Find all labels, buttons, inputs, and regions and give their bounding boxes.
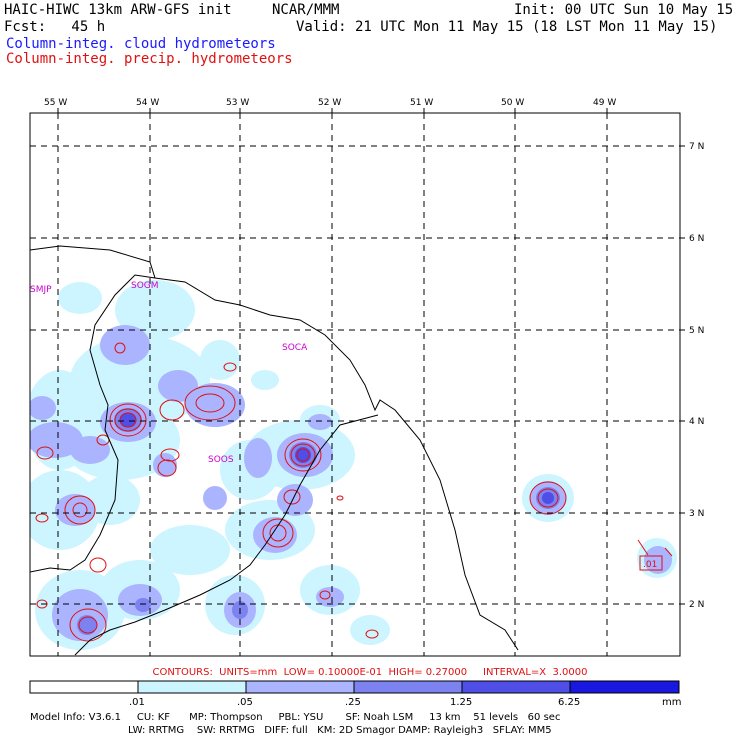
cloud-field-label: Column-integ. cloud hydrometeors <box>6 36 276 52</box>
colorbar-swatch <box>569 680 680 694</box>
colorbar-swatch <box>137 680 247 694</box>
colorbar-tick: 1.25 <box>450 697 472 708</box>
precip-contours <box>35 342 673 642</box>
lat-lon-grid <box>30 113 680 656</box>
forecast-hour: Fcst: 45 h <box>4 19 106 35</box>
station-label: SOOS <box>208 455 234 465</box>
lon-label: 53 W <box>226 98 249 108</box>
colorbar-tick: .25 <box>345 697 361 708</box>
plot-title: HAIC-HIWC 13km ARW-GFS init <box>4 2 232 18</box>
colorbar-tick: 6.25 <box>558 697 580 708</box>
colorbar-swatch <box>245 680 355 694</box>
lon-label: 51 W <box>410 98 433 108</box>
valid-time: Valid: 21 UTC Mon 11 May 15 (18 LST Mon … <box>296 19 718 35</box>
institution-label: NCAR/MMM <box>272 2 340 18</box>
station-label: SOCA <box>282 343 308 353</box>
lon-label: 49 W <box>593 98 616 108</box>
colorbar-units: mm <box>662 697 681 708</box>
cloud-shading <box>30 280 677 650</box>
colorbar-swatch <box>461 680 571 694</box>
lon-label: 54 W <box>136 98 159 108</box>
contours-info: CONTOURS: UNITS=mm LOW= 0.10000E-01 HIGH… <box>152 667 588 678</box>
lon-label: 55 W <box>44 98 67 108</box>
lon-label: 50 W <box>501 98 524 108</box>
lat-labels: 7 N 6 N 5 N 4 N 3 N 2 N <box>689 142 704 610</box>
precip-field-label: Column-integ. precip. hydrometeors <box>6 51 293 67</box>
station-label: SOGM <box>131 281 159 291</box>
colorbar-swatch <box>353 680 463 694</box>
model-info-line1: Model Info: V3.6.1 CU: KF MP: Thompson P… <box>30 712 561 723</box>
colorbar-swatch <box>29 680 139 694</box>
axis-ticks <box>57 108 685 605</box>
colorbar-tick: .05 <box>237 697 253 708</box>
init-time: Init: 00 UTC Sun 10 May 15 <box>514 2 734 18</box>
lat-label: 5 N <box>689 326 704 336</box>
model-info-line2: LW: RRTMG SW: RRTMG DIFF: full KM: 2D Sm… <box>128 725 552 736</box>
colorbar-tick: .01 <box>129 697 145 708</box>
station-label: SMJP <box>30 285 52 295</box>
lat-label: 2 N <box>689 600 704 610</box>
lat-label: 6 N <box>689 234 704 244</box>
lon-label: 52 W <box>318 98 341 108</box>
lon-labels: 55 W 54 W 53 W 52 W 51 W 50 W 49 W <box>44 98 616 108</box>
color-bar: .01 .05 .25 1.25 6.25 mm <box>29 680 681 708</box>
contour-label: .01 <box>643 560 657 570</box>
map-frame <box>29 112 681 657</box>
lat-label: 7 N <box>689 142 704 152</box>
lat-label: 3 N <box>689 509 704 519</box>
station-labels: SMJP SOGM SOCA SOOS <box>30 281 308 465</box>
lat-label: 4 N <box>689 417 704 427</box>
